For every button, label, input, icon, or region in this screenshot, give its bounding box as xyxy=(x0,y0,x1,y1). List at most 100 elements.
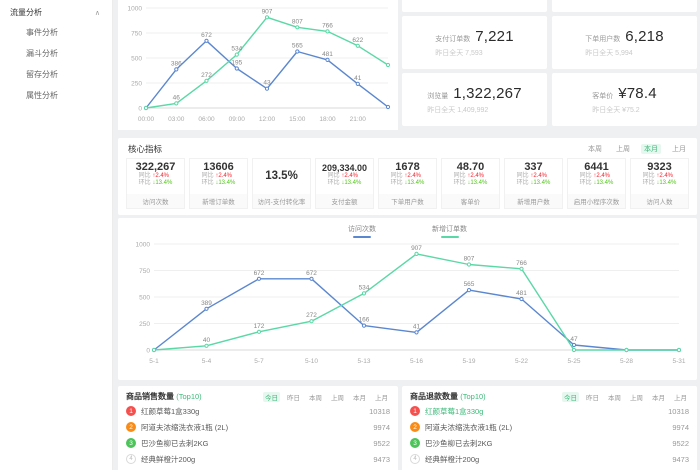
tile-label: 下单用户数 xyxy=(379,194,436,208)
sales-tab-上周[interactable]: 上周 xyxy=(331,394,344,402)
svg-text:386: 386 xyxy=(171,60,182,67)
core-filter-本月[interactable]: 本月 xyxy=(641,144,661,154)
stat-sub-line: 昨日全天 1,409,992 xyxy=(427,105,522,115)
svg-text:5-19: 5-19 xyxy=(462,358,475,365)
svg-text:807: 807 xyxy=(292,18,303,25)
tile-label: 新增订单数 xyxy=(190,194,247,208)
stat-value: ¥78.4 xyxy=(618,84,657,102)
stat-sub-line: 昨日全天 ¥75.2 xyxy=(592,105,657,115)
svg-text:750: 750 xyxy=(139,268,150,275)
product-value: 9473 xyxy=(672,454,689,464)
yoy-value-up: ↑2.4% xyxy=(215,173,233,179)
refund-tab-今日[interactable]: 今日 xyxy=(562,391,579,402)
yoy-label: 同比 xyxy=(453,173,468,179)
sales-tab-今日[interactable]: 今日 xyxy=(263,391,280,402)
core-tile-6: 48.70 同比 ↑2.4% 环比 ↓13.4% 客单价 xyxy=(441,158,500,209)
sidebar-item-1[interactable]: 事件分析 xyxy=(26,28,58,37)
core-filter-上月[interactable]: 上月 xyxy=(672,146,686,153)
svg-text:5-16: 5-16 xyxy=(410,358,423,365)
refund-product-row-2[interactable]: 2 阿道夫浓缩洗衣液1瓶 (2L) 9974 xyxy=(402,419,697,435)
product-name: 巴沙鱼柳已去刺2KG xyxy=(425,438,493,448)
sidebar: 流量分析 ∧ 事件分析漏斗分析留存分析属性分析 xyxy=(0,0,113,470)
mom-label: 环比 xyxy=(453,180,468,186)
tile-value: 9323 xyxy=(647,161,672,173)
svg-text:47: 47 xyxy=(570,336,578,343)
sales-product-row-3[interactable]: 3 巴沙鱼柳已去刺2KG 9522 xyxy=(118,435,398,451)
refund-product-row-3[interactable]: 3 巴沙鱼柳已去刺2KG 9522 xyxy=(402,435,697,451)
svg-text:907: 907 xyxy=(411,245,422,252)
chevron-up-icon[interactable]: ∧ xyxy=(94,9,100,17)
product-value: 10318 xyxy=(369,406,390,416)
yoy-label: 同比 xyxy=(390,173,405,179)
product-value: 9522 xyxy=(373,438,390,448)
refund-tab-本月[interactable]: 本月 xyxy=(652,394,665,402)
stat-value: 7,221 xyxy=(475,27,514,45)
core-tile-4: 209,334.00 同比 ↑2.4% 环比 ↓13.4% 支付金额 xyxy=(315,158,374,209)
refund-tab-本周[interactable]: 本周 xyxy=(608,394,621,402)
tile-mom: 环比 ↓13.4% xyxy=(643,180,677,187)
svg-text:272: 272 xyxy=(306,312,317,319)
sales-product-row-2[interactable]: 2 阿道夫浓缩洗衣液1瓶 (2L) 9974 xyxy=(118,419,398,435)
stat-card-4: 客单价 ¥78.4 昨日全天 ¥75.2 xyxy=(552,73,697,126)
stat-sub-value: 1,409,992 xyxy=(457,106,489,114)
sidebar-group-traffic[interactable]: 流量分析 ∧ xyxy=(0,0,112,22)
svg-text:41: 41 xyxy=(413,323,421,330)
stat-card-2: 下单用户数 6,218 昨日全天 5,994 xyxy=(552,16,697,69)
mom-label: 环比 xyxy=(390,180,405,186)
stat-sub-value: 7,593 xyxy=(465,49,483,57)
tile-deltas: 同比 ↑2.4% 环比 ↓13.4% xyxy=(517,173,551,187)
tile-label: 访问次数 xyxy=(127,194,184,208)
mom-value-down: ↓13.4% xyxy=(215,180,236,186)
svg-text:481: 481 xyxy=(322,51,333,58)
stat-label: 下单用户数 xyxy=(585,35,621,43)
svg-text:5-25: 5-25 xyxy=(567,358,580,365)
svg-text:0: 0 xyxy=(138,106,142,113)
svg-text:766: 766 xyxy=(322,22,333,29)
core-tile-7: 337 同比 ↑2.4% 环比 ↓13.4% 新增用户数 xyxy=(504,158,563,209)
refund-tab-上周[interactable]: 上周 xyxy=(630,394,643,402)
tile-mom: 环比 ↓13.4% xyxy=(139,180,173,187)
sidebar-item-2[interactable]: 漏斗分析 xyxy=(26,49,58,58)
mom-value-down: ↓13.4% xyxy=(404,180,425,186)
svg-text:12:00: 12:00 xyxy=(259,116,276,123)
sidebar-item-4[interactable]: 属性分析 xyxy=(26,91,58,100)
core-tile-8: 6441 同比 ↑2.4% 环比 ↓13.4% 启用小程序次数 xyxy=(567,158,626,209)
tile-value: 6441 xyxy=(584,161,609,173)
core-filter-本周[interactable]: 本周 xyxy=(588,146,602,153)
stat-label: 客单价 xyxy=(592,92,614,100)
sales-tab-昨日[interactable]: 昨日 xyxy=(287,394,300,402)
svg-text:1000: 1000 xyxy=(136,242,151,249)
tile-deltas: 同比 ↑2.4% 环比 ↓13.4% xyxy=(643,173,677,187)
refund-product-row-4[interactable]: 4 经典鲜橙汁200g 9473 xyxy=(402,451,697,467)
svg-text:21:00: 21:00 xyxy=(350,116,367,123)
yoy-value-up: ↑2.4% xyxy=(593,173,611,179)
svg-text:18:00: 18:00 xyxy=(319,116,336,123)
refund-panel-title: 商品退款数量 (Top10) xyxy=(410,391,486,402)
core-filter-上周[interactable]: 上周 xyxy=(616,146,630,153)
sales-product-row-4[interactable]: 4 经典鲜橙汁200g 9473 xyxy=(118,451,398,467)
refund-tab-昨日[interactable]: 昨日 xyxy=(586,394,599,402)
tile-deltas: 同比 ↑2.4% 环比 ↓13.4% xyxy=(454,173,488,187)
sales-tab-上月[interactable]: 上月 xyxy=(375,394,388,402)
tile-label: 启用小程序次数 xyxy=(568,194,625,208)
yoy-value-up: ↑2.4% xyxy=(467,173,485,179)
rank-badge-2: 2 xyxy=(410,422,420,432)
sales-tab-本月[interactable]: 本月 xyxy=(353,394,366,402)
legend-item-2[interactable]: 新增订单数 xyxy=(432,224,467,238)
rank-badge-4: 4 xyxy=(410,454,420,464)
refund-panel-tabs: 今日 昨日 本周 上周 本月 上月 xyxy=(562,391,689,402)
tile-mom: 环比 ↓13.4% xyxy=(202,180,236,187)
product-sales-panel: 商品销售数量 (Top10) 今日 昨日 本周 上周 本月 上月 1 红颜草莓1盒330g 103… xyxy=(118,386,398,470)
svg-text:907: 907 xyxy=(262,8,273,15)
legend-item-1[interactable]: 访问次数 xyxy=(348,224,376,238)
svg-text:195: 195 xyxy=(231,60,242,67)
refund-product-row-1[interactable]: 1 红颜草莓1盒330g 10318 xyxy=(402,403,697,419)
refund-tab-上月[interactable]: 上月 xyxy=(674,394,687,402)
sales-tab-本周[interactable]: 本周 xyxy=(309,394,322,402)
sales-product-row-1[interactable]: 1 红颜草莓1盒330g 10318 xyxy=(118,403,398,419)
mom-label: 环比 xyxy=(516,180,531,186)
tile-yoy: 同比 ↑2.4% xyxy=(328,173,362,180)
cut-card-sliver xyxy=(552,0,697,12)
sidebar-item-3[interactable]: 留存分析 xyxy=(26,70,58,79)
stat-card-content: 浏览量 1,322,267 昨日全天 1,409,992 xyxy=(427,85,522,115)
